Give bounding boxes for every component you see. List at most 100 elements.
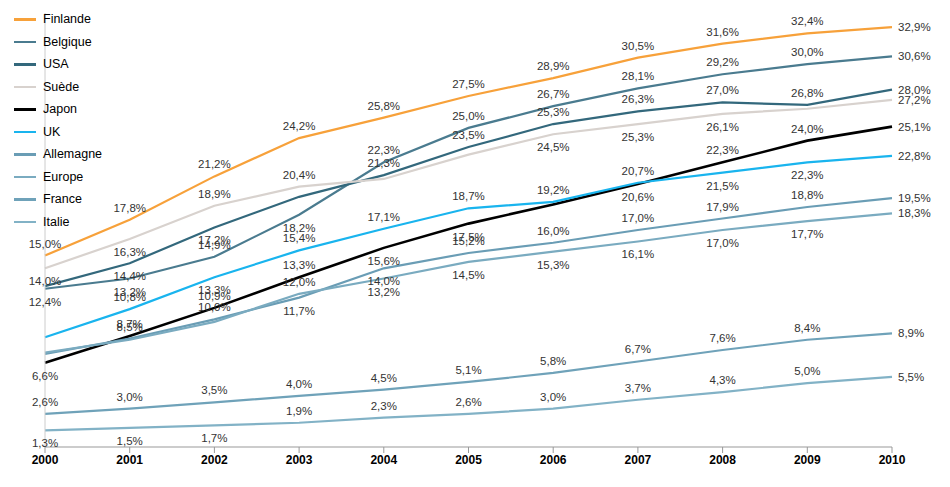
svg-text:17,1%: 17,1% (367, 211, 400, 223)
svg-text:32,9%: 32,9% (898, 21, 931, 33)
svg-text:2010: 2010 (879, 453, 906, 467)
svg-text:4,0%: 4,0% (286, 378, 312, 390)
svg-text:1,3%: 1,3% (32, 437, 58, 449)
svg-text:24,2%: 24,2% (283, 120, 316, 132)
svg-text:2000: 2000 (32, 453, 59, 467)
svg-text:13,2%: 13,2% (367, 286, 400, 298)
svg-text:6,6%: 6,6% (32, 370, 58, 382)
svg-text:11,7%: 11,7% (283, 305, 315, 317)
svg-text:20,7%: 20,7% (622, 165, 655, 177)
svg-text:21,3%: 21,3% (367, 157, 400, 169)
svg-text:4,5%: 4,5% (371, 372, 397, 384)
svg-text:26,7%: 26,7% (537, 88, 570, 100)
svg-text:2006: 2006 (540, 453, 567, 467)
svg-text:19,5%: 19,5% (898, 192, 931, 204)
svg-text:17,2%: 17,2% (198, 234, 231, 246)
svg-text:27,0%: 27,0% (706, 84, 739, 96)
svg-text:2,3%: 2,3% (371, 400, 397, 412)
svg-text:5,1%: 5,1% (455, 364, 481, 376)
svg-text:15,3%: 15,3% (537, 259, 570, 271)
svg-text:5,5%: 5,5% (898, 371, 924, 383)
svg-text:20,6%: 20,6% (622, 191, 655, 203)
svg-text:3,5%: 3,5% (201, 384, 227, 396)
svg-text:2003: 2003 (286, 453, 313, 467)
svg-text:15,6%: 15,6% (367, 255, 400, 267)
svg-text:30,0%: 30,0% (791, 46, 824, 58)
svg-text:25,8%: 25,8% (367, 100, 400, 112)
svg-text:18,3%: 18,3% (898, 207, 931, 219)
svg-text:3,0%: 3,0% (117, 391, 143, 403)
svg-text:26,8%: 26,8% (791, 87, 824, 99)
svg-text:2002: 2002 (201, 453, 228, 467)
svg-text:28,9%: 28,9% (537, 60, 570, 72)
svg-text:14,5%: 14,5% (452, 269, 485, 281)
svg-text:2007: 2007 (625, 453, 652, 467)
svg-text:10,8%: 10,8% (113, 291, 146, 303)
svg-text:17,0%: 17,0% (622, 212, 655, 224)
svg-text:16,0%: 16,0% (537, 225, 570, 237)
svg-text:13,3%: 13,3% (198, 284, 231, 296)
svg-text:15,0%: 15,0% (29, 238, 62, 250)
svg-text:19,2%: 19,2% (537, 184, 570, 196)
svg-text:1,5%: 1,5% (117, 435, 143, 447)
svg-text:2008: 2008 (709, 453, 736, 467)
svg-text:2005: 2005 (455, 453, 482, 467)
svg-text:1,7%: 1,7% (201, 432, 227, 444)
svg-text:1,9%: 1,9% (286, 405, 312, 417)
svg-text:2004: 2004 (370, 453, 397, 467)
svg-text:5,0%: 5,0% (794, 365, 820, 377)
svg-text:25,3%: 25,3% (537, 106, 570, 118)
svg-text:6,7%: 6,7% (625, 343, 651, 355)
svg-text:31,6%: 31,6% (706, 26, 739, 38)
svg-text:4,3%: 4,3% (709, 374, 735, 386)
svg-text:12,0%: 12,0% (283, 276, 316, 288)
svg-text:18,9%: 18,9% (198, 188, 231, 200)
svg-text:16,3%: 16,3% (113, 246, 146, 258)
svg-text:32,4%: 32,4% (791, 15, 824, 27)
svg-text:2009: 2009 (794, 453, 821, 467)
svg-text:8,4%: 8,4% (794, 322, 820, 334)
svg-text:17,0%: 17,0% (706, 237, 739, 249)
svg-text:25,3%: 25,3% (622, 131, 655, 143)
svg-text:29,2%: 29,2% (706, 56, 739, 68)
svg-text:3,7%: 3,7% (625, 382, 651, 394)
svg-text:15,4%: 15,4% (283, 232, 316, 244)
svg-text:23,5%: 23,5% (452, 129, 485, 141)
svg-text:25,0%: 25,0% (452, 110, 485, 122)
svg-text:5,8%: 5,8% (540, 355, 566, 367)
svg-text:30,6%: 30,6% (898, 50, 931, 62)
svg-text:21,2%: 21,2% (198, 158, 231, 170)
svg-text:12,4%: 12,4% (29, 296, 62, 308)
svg-text:3,0%: 3,0% (540, 391, 566, 403)
svg-text:17,8%: 17,8% (113, 202, 146, 214)
svg-text:30,5%: 30,5% (622, 40, 655, 52)
svg-text:2001: 2001 (116, 453, 143, 467)
svg-text:8,5%: 8,5% (117, 321, 143, 333)
svg-text:24,5%: 24,5% (537, 141, 570, 153)
svg-text:10,0%: 10,0% (198, 301, 231, 313)
svg-text:25,1%: 25,1% (898, 121, 931, 133)
svg-text:8,9%: 8,9% (898, 327, 924, 339)
svg-text:18,8%: 18,8% (791, 189, 824, 201)
svg-text:27,5%: 27,5% (452, 78, 485, 90)
svg-text:20,4%: 20,4% (283, 169, 316, 181)
svg-text:2,6%: 2,6% (455, 396, 481, 408)
svg-text:18,7%: 18,7% (452, 190, 485, 202)
svg-text:14,4%: 14,4% (113, 270, 146, 282)
svg-text:22,3%: 22,3% (367, 144, 400, 156)
svg-text:26,3%: 26,3% (622, 93, 655, 105)
svg-text:27,2%: 27,2% (898, 94, 931, 106)
svg-text:17,9%: 17,9% (706, 201, 739, 213)
svg-text:26,1%: 26,1% (706, 121, 739, 133)
svg-text:21,5%: 21,5% (706, 180, 739, 192)
svg-text:22,8%: 22,8% (898, 150, 931, 162)
svg-text:13,3%: 13,3% (283, 259, 316, 271)
svg-text:24,0%: 24,0% (791, 123, 824, 135)
svg-text:22,3%: 22,3% (706, 144, 739, 156)
svg-text:2,6%: 2,6% (32, 396, 58, 408)
svg-text:28,1%: 28,1% (622, 70, 655, 82)
svg-text:22,3%: 22,3% (791, 169, 824, 181)
svg-text:15,2%: 15,2% (452, 235, 485, 247)
svg-text:14,0%: 14,0% (29, 275, 62, 287)
svg-text:7,6%: 7,6% (709, 332, 735, 344)
